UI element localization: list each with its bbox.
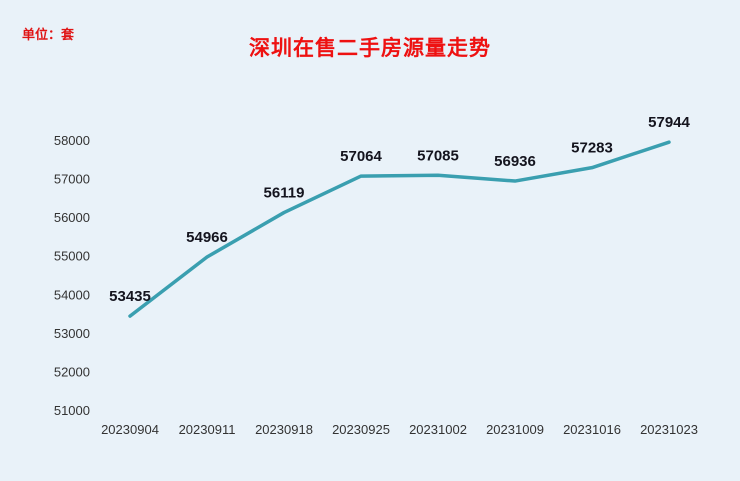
data-point-label: 57064 (340, 148, 382, 165)
y-axis-tick-label: 58000 (54, 133, 90, 148)
x-axis-tick-label: 20231002 (409, 422, 467, 437)
data-point-label: 56936 (494, 153, 536, 170)
x-axis-tick-label: 20231023 (640, 422, 698, 437)
data-point-label: 57085 (417, 147, 459, 164)
y-axis-tick-label: 56000 (54, 210, 90, 225)
chart-title: 深圳在售二手房源量走势 (249, 37, 491, 60)
y-axis-tick-label: 55000 (54, 249, 90, 264)
y-axis-tick-label: 53000 (54, 326, 90, 341)
data-point-label: 56119 (264, 185, 305, 202)
unit-label: 单位：套 (22, 27, 75, 42)
y-axis-tick-label: 51000 (54, 403, 90, 418)
data-point-label: 57283 (571, 140, 613, 157)
y-axis-tick-label: 57000 (54, 172, 90, 187)
x-axis-tick-label: 20231009 (486, 422, 544, 437)
chart-header: 单位：套 深圳在售二手房源量走势 (0, 0, 740, 62)
x-axis-tick-label: 20230925 (332, 422, 390, 437)
x-axis-tick-label: 20230918 (255, 422, 313, 437)
x-axis-tick-label: 20230904 (101, 422, 159, 437)
data-point-label: 53435 (109, 288, 151, 305)
data-point-label: 57944 (648, 114, 690, 131)
line-chart: 58000 57000 56000 55000 54000 53000 52000 51000… (54, 114, 698, 437)
y-axis-tick-label: 54000 (54, 287, 90, 302)
y-axis-tick-label: 52000 (54, 364, 90, 379)
data-point-label: 54966 (186, 229, 228, 246)
x-axis-tick-label: 20230911 (179, 422, 236, 437)
trend-line (128, 140, 671, 318)
x-axis-tick-label: 20231016 (563, 422, 621, 437)
